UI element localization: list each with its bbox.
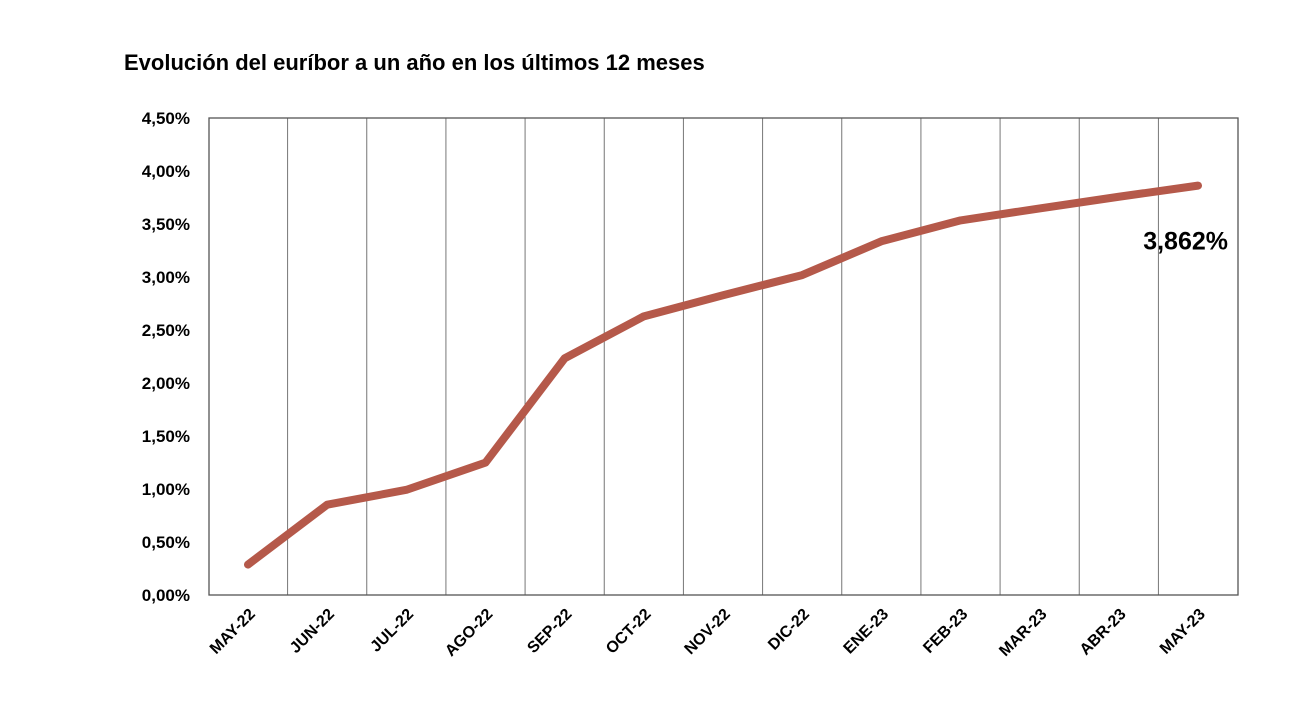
plot-frame	[208, 117, 1239, 596]
y-tick-label: 0,50%	[142, 533, 190, 552]
series-layer	[244, 181, 1202, 569]
x-tick-label: JUN-22	[287, 606, 338, 657]
x-tick-label: ABR-23	[1077, 606, 1130, 659]
chart-title: Evolución del euríbor a un año en los úl…	[124, 50, 705, 75]
x-tick-label: ENE-23	[841, 606, 893, 658]
x-tick-label: OCT-22	[603, 606, 655, 658]
y-tick-label: 2,00%	[142, 374, 190, 393]
y-tick-label: 2,50%	[142, 321, 190, 340]
x-tick-label: DIC-22	[765, 606, 813, 654]
x-tick-label: FEB-23	[920, 606, 971, 657]
y-tick-label: 0,00%	[142, 586, 190, 605]
y-tick-label: 4,00%	[142, 162, 190, 181]
x-tick-label: MAY-22	[207, 606, 259, 658]
series-line	[244, 181, 1202, 569]
x-tick-label: MAR-23	[996, 606, 1050, 660]
y-tick-label: 1,50%	[142, 427, 190, 446]
y-tick-label: 3,50%	[142, 215, 190, 234]
x-axis-ticks: MAY-22 JUN-22 JUL-22 AGO-22 SEP-22 OCT-22 NOV-…	[207, 606, 1209, 660]
y-tick-label: 3,00%	[142, 268, 190, 287]
y-tick-label: 1,00%	[142, 480, 190, 499]
last-value-annotation: 3,862%	[1143, 228, 1228, 256]
y-axis-ticks: 0,00% 0,50% 1,00% 1,50% 2,00% 2,50% 3,00% 3,50%…	[142, 109, 190, 605]
x-tick-label: NOV-22	[682, 606, 734, 658]
y-tick-label: 4,50%	[142, 109, 190, 128]
x-tick-label: MAY-23	[1157, 606, 1209, 658]
x-tick-label: JUL-22	[367, 606, 417, 656]
x-tick-label: SEP-22	[524, 606, 575, 657]
annotation-layer: 3,862%	[1143, 228, 1228, 256]
grid-layer	[287, 118, 1159, 595]
x-tick-label: AGO-22	[442, 606, 496, 660]
